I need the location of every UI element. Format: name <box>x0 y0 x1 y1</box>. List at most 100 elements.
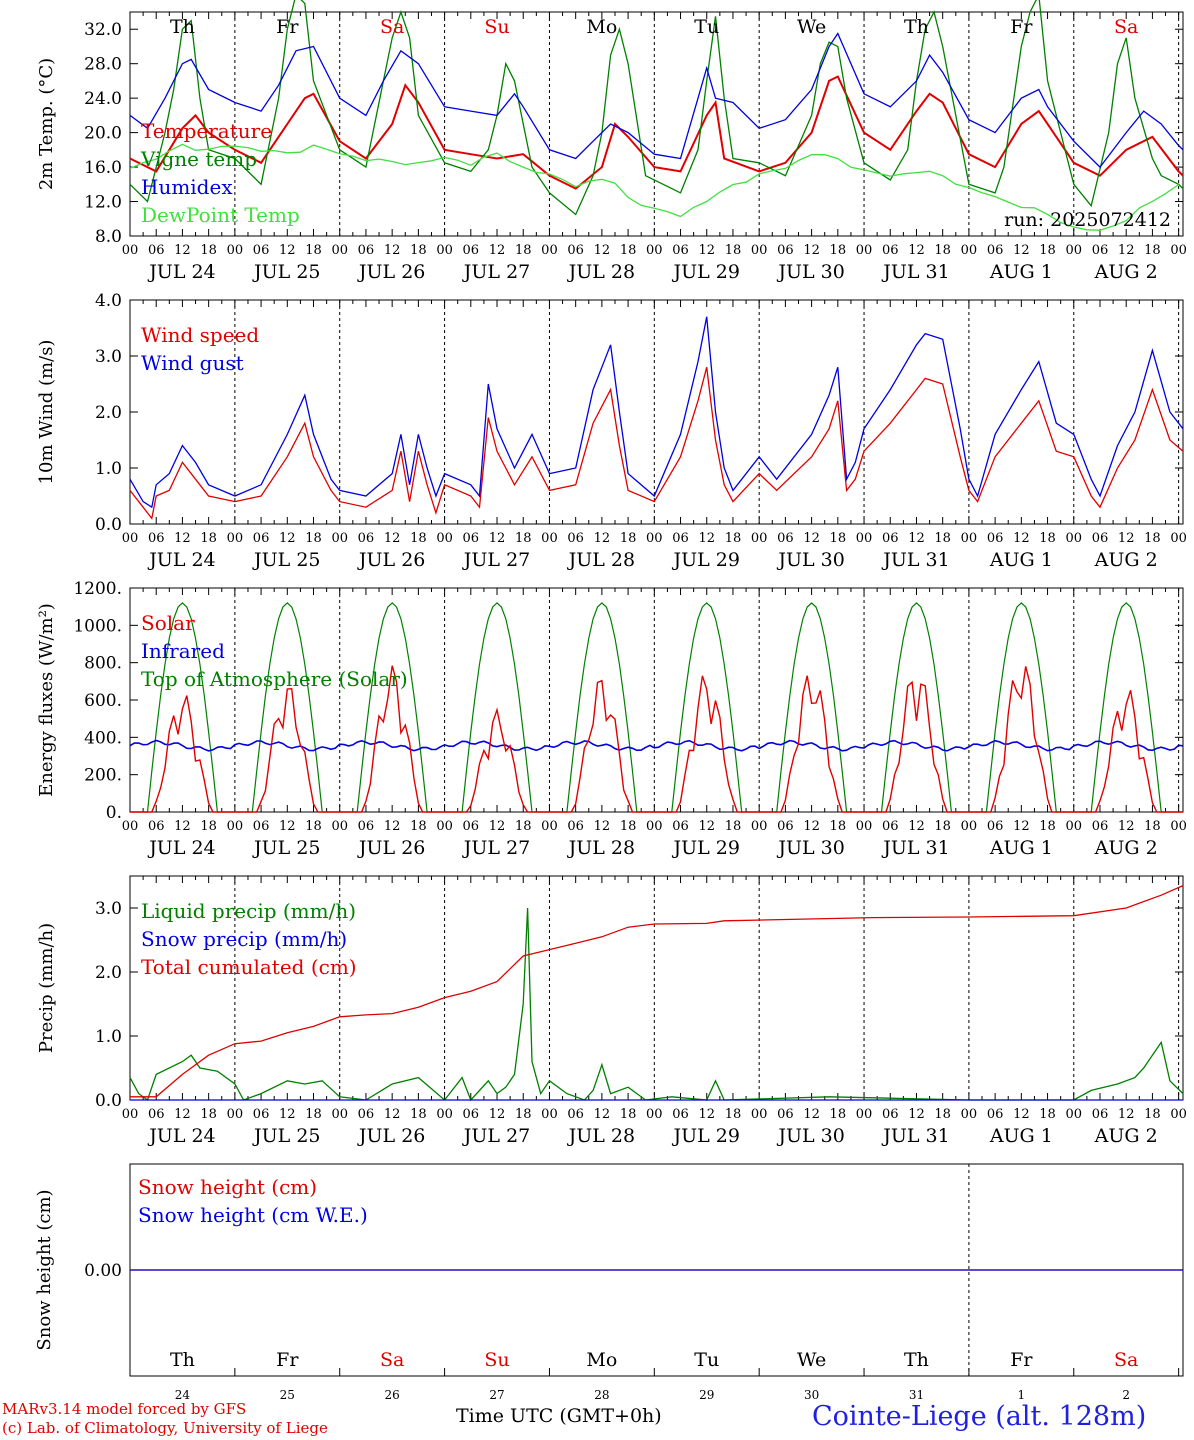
weekday-label-bottom: Th <box>904 1349 929 1371</box>
hour-label: 12 <box>174 243 191 258</box>
panel-frame <box>129 587 1184 813</box>
hour-label: 06 <box>358 1107 375 1122</box>
day-number-label: 25 <box>280 1388 295 1400</box>
hour-label: 18 <box>515 1107 532 1122</box>
hour-label: 00 <box>122 531 139 546</box>
wind-gust-line <box>129 316 1184 509</box>
date-label: JUL 28 <box>567 261 635 283</box>
y-tick-label: 20.0 <box>84 124 122 144</box>
hour-label: 00 <box>436 819 453 834</box>
hour-label: 18 <box>1039 1107 1056 1122</box>
y-tick-label: 1.0 <box>95 459 122 479</box>
hour-label: 06 <box>358 531 375 546</box>
hour-label: 18 <box>515 531 532 546</box>
hour-label: 00 <box>856 531 873 546</box>
hour-label: 06 <box>987 819 1004 834</box>
hour-label: 06 <box>882 1107 899 1122</box>
hour-label: 18 <box>830 243 847 258</box>
y-tick-label: 800. <box>84 654 122 674</box>
date-label: JUL 24 <box>147 549 215 571</box>
hour-label: 18 <box>725 1107 742 1122</box>
y-axis-label: Energy fluxes (W/m²) <box>36 603 57 797</box>
date-label: JUL 27 <box>462 837 530 859</box>
y-tick-label: 3.0 <box>95 899 122 919</box>
legend-entry: Wind gust <box>141 351 244 375</box>
day-number-label: 24 <box>175 1388 191 1400</box>
hour-label: 00 <box>331 531 348 546</box>
hour-label: 12 <box>279 819 296 834</box>
date-label: JUL 29 <box>672 837 740 859</box>
model-credit: MARv3.14 model forced by GFS <box>2 1400 247 1418</box>
hour-label: 00 <box>751 819 768 834</box>
y-tick-label: 16.0 <box>84 158 122 178</box>
liquid-precip-mm-h-line <box>129 907 1184 1102</box>
weekday-label: Tu <box>694 16 719 38</box>
hour-label: 18 <box>934 819 951 834</box>
weekday-label-bottom: Su <box>484 1349 509 1371</box>
y-tick-label: 1000. <box>73 616 122 636</box>
hour-label: 18 <box>200 531 217 546</box>
hour-label: 18 <box>830 531 847 546</box>
weekday-label-bottom: Sa <box>380 1349 404 1371</box>
y-tick-label: 600. <box>84 691 122 711</box>
toa-solar-line <box>130 602 1183 813</box>
date-label: JUL 25 <box>252 1125 320 1147</box>
date-label: JUL 27 <box>462 1125 530 1147</box>
lab-credit: (c) Lab. of Climatology, University of L… <box>2 1419 328 1437</box>
hour-label: 18 <box>515 243 532 258</box>
day-number-label: 28 <box>594 1388 609 1400</box>
hour-label: 06 <box>148 531 165 546</box>
dewpoint-temp-line <box>129 143 1179 231</box>
y-axis-label: 10m Wind (m/s) <box>36 340 57 485</box>
hour-label: 18 <box>1039 819 1056 834</box>
station-name: Cointe-Liege (alt. 128m) <box>812 1401 1147 1432</box>
day-number-label: 31 <box>909 1388 924 1400</box>
y-axis-label: Precip (mm/h) <box>36 923 57 1053</box>
day-number-label: 2 <box>1122 1388 1130 1400</box>
hour-label: 00 <box>227 531 244 546</box>
weekday-label-bottom: Tu <box>694 1349 719 1371</box>
hour-label: 00 <box>646 531 663 546</box>
date-label: AUG 1 <box>989 1125 1053 1147</box>
hour-label: 06 <box>253 243 270 258</box>
panel-3: 00 06 12 18 00 06 12 18 00 06 12 18 00 06 12 18 00 06 12 18… <box>36 579 1187 859</box>
hour-label: 06 <box>777 243 794 258</box>
date-label: JUL 30 <box>776 549 844 571</box>
hour-label: 06 <box>253 1107 270 1122</box>
hour-label: 12 <box>594 531 611 546</box>
hour-label: 06 <box>777 531 794 546</box>
vigne-temp-line <box>129 0 1184 216</box>
y-tick-label: 3.0 <box>95 347 122 367</box>
weekday-label: Su <box>484 16 509 38</box>
y-tick-label: 1200. <box>73 579 122 599</box>
hour-label: 12 <box>174 819 191 834</box>
weekday-label: Sa <box>380 16 404 38</box>
date-label: AUG 2 <box>1094 837 1158 859</box>
hour-label: 12 <box>279 243 296 258</box>
date-label: JUL 29 <box>672 261 740 283</box>
weekday-label-bottom: Sa <box>1114 1349 1138 1371</box>
hour-label: 18 <box>1039 243 1056 258</box>
hour-label: 12 <box>174 531 191 546</box>
hour-label: 06 <box>567 243 584 258</box>
hour-label: 18 <box>305 243 322 258</box>
hour-label: 18 <box>305 1107 322 1122</box>
hour-label: 00 <box>331 819 348 834</box>
date-label: AUG 2 <box>1094 261 1158 283</box>
hour-label: 00 <box>541 531 558 546</box>
hour-label: 18 <box>620 819 637 834</box>
hour-label: 18 <box>830 1107 847 1122</box>
hour-label: 06 <box>567 819 584 834</box>
hour-label: 12 <box>908 531 925 546</box>
hour-label: 06 <box>567 531 584 546</box>
hour-label: 06 <box>987 243 1004 258</box>
hour-label: 06 <box>463 1107 480 1122</box>
hour-label: 06 <box>1092 1107 1109 1122</box>
hour-label: 06 <box>672 243 689 258</box>
hour-label: 12 <box>1118 531 1135 546</box>
hour-label: 18 <box>200 1107 217 1122</box>
hour-label: 00 <box>646 819 663 834</box>
date-label: JUL 26 <box>357 1125 425 1147</box>
weekday-label-bottom: We <box>797 1349 826 1371</box>
hour-label: 00 <box>856 1107 873 1122</box>
